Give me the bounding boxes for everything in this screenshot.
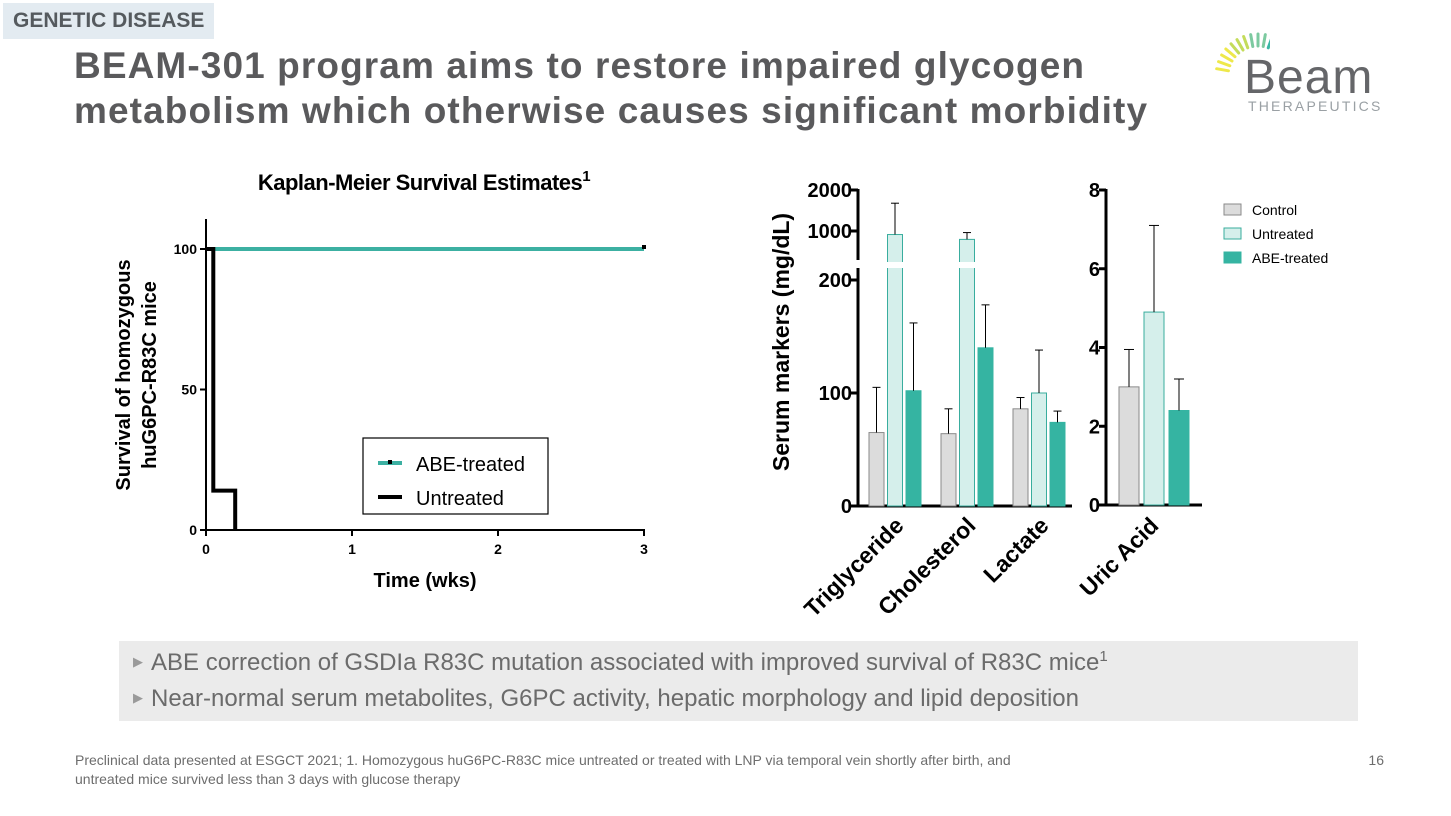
bullet-1: ▶ ABE correction of GSDIa R83C mutation a…	[133, 648, 1108, 677]
km-legend-marker-abe	[388, 460, 392, 464]
bar-cholesterol-untreated	[959, 238, 975, 507]
beam-logo: Beam THERAPEUTICS	[1210, 28, 1400, 124]
bar-uric-acid-control	[1118, 386, 1140, 506]
km-censor-mark	[642, 245, 646, 249]
bullet-1-text: ABE correction of GSDIa R83C mutation as…	[151, 649, 1100, 676]
serum-y-tick-label: 100	[819, 383, 852, 405]
bullet-arrow-icon: ▶	[133, 654, 143, 669]
serum-y-tick-label: 2000	[808, 180, 853, 202]
uric-category-labels: Uric Acid	[1074, 512, 1163, 601]
bar-cholesterol-abe-treated	[977, 347, 994, 507]
km-ylabel-line-2: huG6PC-R83C mice	[139, 281, 161, 469]
km-legend: ABE-treated Untreated	[362, 437, 549, 515]
bullet-2-text: Near-normal serum metabolites, G6PC acti…	[151, 685, 1079, 712]
uric-bars	[1118, 224, 1190, 506]
km-axes: 0 50 100 0 1 2 3	[174, 219, 648, 557]
logo-ray	[1229, 42, 1241, 55]
slide-title: BEAM-301 program aims to restore impaire…	[74, 43, 1194, 133]
km-y-tick-label: 50	[181, 382, 197, 398]
logo-word: Beam	[1244, 51, 1374, 104]
logo-ray	[1261, 33, 1267, 48]
uric-y-tick-label: 2	[1089, 416, 1100, 438]
legend-swatch-control	[1223, 203, 1242, 216]
legend-label-untreated: Untreated	[1252, 226, 1313, 242]
bar-triglyceride-control	[868, 432, 885, 507]
km-legend-label-abe: ABE-treated	[416, 454, 525, 476]
legend-swatch-abe-treated	[1223, 251, 1242, 264]
page-number: 16	[1368, 752, 1384, 768]
axis-break-gap	[862, 262, 1012, 268]
km-chart: Kaplan-Meier Survival Estimates1 0501000…	[113, 168, 648, 592]
legend-label-control: Control	[1252, 202, 1297, 218]
bullet-1-sup: 1	[1099, 648, 1108, 665]
km-ylabel-line-1: Survival of homozygous	[113, 259, 135, 490]
logo-ray	[1215, 67, 1230, 73]
bar-triglyceride-abe-treated	[905, 390, 922, 507]
bar-uric-acid-untreated	[1143, 311, 1165, 506]
footnote: Preclinical data presented at ESGCT 2021…	[75, 752, 1011, 787]
km-y-tick-label: 0	[189, 522, 197, 538]
serum-y-tick-label: 0	[841, 496, 852, 518]
bar-cholesterol-control	[940, 433, 957, 507]
km-x-tick-label: 0	[202, 541, 210, 557]
serum-ylabel: Serum markers (mg/dL)	[768, 213, 794, 471]
bar-lactate-abe-treated	[1049, 421, 1066, 507]
logo-ray	[1235, 38, 1245, 52]
bullet-2: ▶ Near-normal serum metabolites, G6PC act…	[133, 685, 1079, 713]
serum-y-tick-label: 200	[819, 270, 852, 292]
slide-title-line-1: BEAM-301 program aims to restore impaire…	[74, 45, 1086, 86]
uric-chart: 0 2 4 6 8 Uric Acid	[1074, 180, 1202, 601]
km-x-tick-label: 1	[348, 541, 356, 557]
legend-swatch-untreated	[1223, 227, 1242, 240]
uric-y-tick-label: 0	[1089, 495, 1100, 517]
serum-y-tick-label: 1000	[808, 221, 853, 243]
key-points: ▶ ABE correction of GSDIa R83C mutation a…	[119, 641, 1358, 721]
logo-ray	[1220, 53, 1234, 63]
km-series-untreated	[206, 247, 238, 530]
logo-ray	[1266, 38, 1270, 50]
category-label-uric-acid: Uric Acid	[1074, 512, 1163, 601]
logo-ray	[1217, 60, 1232, 68]
bullet-arrow-icon: ▶	[133, 690, 143, 705]
logo-subtitle: THERAPEUTICS	[1248, 98, 1383, 114]
bar-lactate-untreated	[1031, 392, 1047, 507]
logo-ray	[1224, 47, 1237, 59]
slide-title-line-2: metabolism which otherwise causes signif…	[74, 90, 1149, 131]
km-x-tick-label: 3	[640, 541, 648, 557]
logo-ray	[1249, 33, 1255, 48]
serum-bars	[862, 202, 1066, 507]
km-legend-label-untreated: Untreated	[416, 488, 504, 510]
logo-sunburst-icon	[1215, 32, 1270, 73]
legend-label-abe-treated: ABE-treated	[1252, 250, 1328, 266]
km-title: Kaplan-Meier Survival Estimates1	[258, 168, 590, 195]
logo-ray	[1242, 35, 1250, 50]
km-lines	[206, 245, 646, 530]
km-x-tick-label: 2	[494, 541, 502, 557]
km-xlabel: Time (wks)	[374, 570, 477, 592]
charts-area: Kaplan-Meier Survival Estimates1 0501000…	[113, 168, 1328, 622]
category-label-lactate: Lactate	[978, 512, 1053, 587]
bar-legend: Control Untreated ABE-treated	[1223, 202, 1328, 266]
uric-y-tick-label: 4	[1089, 338, 1101, 360]
bar-triglyceride-untreated	[887, 234, 903, 507]
uric-y-tick-label: 8	[1089, 180, 1100, 202]
km-y-tick-label: 100	[174, 241, 198, 257]
bar-lactate-control	[1012, 408, 1029, 507]
km-legend-box	[362, 437, 549, 515]
section-tag: GENETIC DISEASE	[3, 3, 215, 39]
bar-uric-acid-abe-treated	[1168, 410, 1190, 506]
uric-y-tick-label: 6	[1089, 259, 1100, 281]
serum-chart: Serum markers (mg/dL) 0 100 200 1000 2000 Tr…	[768, 180, 1072, 622]
